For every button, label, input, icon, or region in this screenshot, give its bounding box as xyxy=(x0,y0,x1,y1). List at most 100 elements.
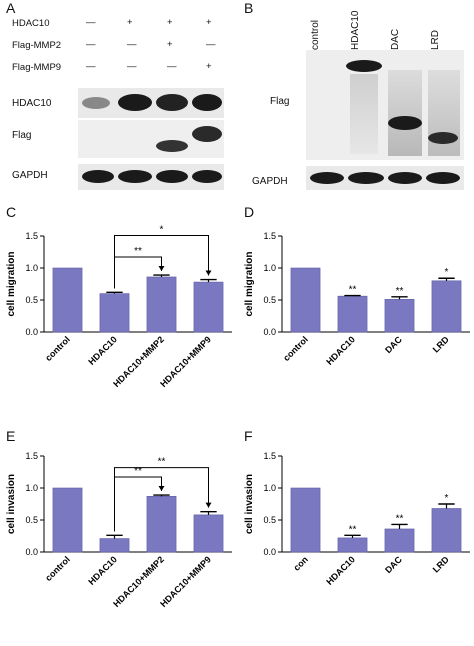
chart-d: 0.0 0.5 1.0 1.5 cell migration control ** HDAC1… xyxy=(244,231,470,367)
category-label: HDAC10 xyxy=(324,334,357,367)
significance-bracket xyxy=(114,235,209,289)
mark: + xyxy=(167,39,173,50)
significance-label: ** xyxy=(396,513,404,524)
band xyxy=(310,172,344,184)
smear xyxy=(350,74,378,154)
category-label: control xyxy=(43,554,72,583)
bar xyxy=(384,528,415,553)
band xyxy=(156,94,188,111)
chart-f: 0.0 0.5 1.0 1.5 cell invasion con ** HDAC10 ** DA… xyxy=(244,451,470,587)
blot-gapdh xyxy=(78,164,224,190)
y-tick-label: 1.5 xyxy=(25,451,38,461)
mark: + xyxy=(127,17,133,28)
mark: — xyxy=(167,61,177,72)
significance-bracket xyxy=(114,467,209,532)
lane-label-dac: DAC xyxy=(390,28,401,50)
blot-gapdh-b xyxy=(306,166,464,190)
bar xyxy=(290,267,321,333)
panel-letter-b: B xyxy=(244,0,254,16)
significance-label: ** xyxy=(349,524,357,535)
mark: + xyxy=(206,17,212,28)
bar xyxy=(52,267,83,333)
category-label: LRD xyxy=(431,554,452,575)
bracket-arrow xyxy=(205,502,212,508)
category-label: DAC xyxy=(383,334,404,355)
blot-flag-b xyxy=(306,50,464,160)
band xyxy=(192,94,222,111)
bar xyxy=(146,276,177,333)
blot-label-hdac10: HDAC10 xyxy=(12,98,52,109)
significance-label: ** xyxy=(396,286,404,297)
mark: — xyxy=(86,39,96,50)
bar xyxy=(146,496,177,553)
y-tick-label: 0.0 xyxy=(25,547,38,557)
mark: — xyxy=(206,39,216,50)
blot-flag xyxy=(78,120,224,158)
y-tick-label: 0.0 xyxy=(25,327,38,337)
bracket-label: ** xyxy=(134,466,142,477)
bar xyxy=(193,281,224,333)
category-label: HDAC10+MMP9 xyxy=(158,334,213,389)
row-label-hdac10: HDAC10 xyxy=(12,18,50,29)
lane-label-hdac10: HDAC10 xyxy=(350,10,361,50)
y-tick-label: 0.5 xyxy=(263,295,276,305)
significance-label: * xyxy=(445,267,449,278)
bar xyxy=(337,537,368,553)
y-tick-label: 1.0 xyxy=(263,483,276,493)
y-axis-label: cell migration xyxy=(244,251,255,316)
mark: — xyxy=(86,17,96,28)
y-tick-label: 1.0 xyxy=(25,483,38,493)
band xyxy=(348,172,384,184)
bar xyxy=(99,293,130,333)
bar xyxy=(431,280,462,333)
significance-label: ** xyxy=(349,285,357,296)
category-label: HDAC10+MMP9 xyxy=(158,554,213,609)
category-label: con xyxy=(292,554,310,572)
bar xyxy=(384,299,415,333)
mark: + xyxy=(206,61,212,72)
bracket-label: ** xyxy=(134,246,142,257)
y-tick-label: 1.5 xyxy=(263,231,276,241)
bracket-label: ** xyxy=(158,457,166,468)
y-tick-label: 0.5 xyxy=(25,515,38,525)
panel-letter-f: F xyxy=(244,428,253,444)
y-tick-label: 0.0 xyxy=(263,547,276,557)
lane-label-control: control xyxy=(310,19,321,50)
smear xyxy=(388,70,422,156)
category-label: HDAC10 xyxy=(86,334,119,367)
blot-label-flag: Flag xyxy=(270,96,290,107)
category-label: control xyxy=(281,334,310,363)
category-label: HDAC10+MMP2 xyxy=(111,554,166,609)
band xyxy=(156,170,188,183)
bracket-arrow xyxy=(158,486,165,492)
blot-label-gapdh: GAPDH xyxy=(12,170,48,181)
panel-letter-a: A xyxy=(6,0,16,16)
band xyxy=(118,170,152,183)
bar xyxy=(337,295,368,333)
bar xyxy=(99,538,130,553)
bar xyxy=(52,487,83,553)
bar xyxy=(290,487,321,553)
panel-letter-c: C xyxy=(6,204,17,220)
category-label: HDAC10 xyxy=(86,554,119,587)
bar xyxy=(193,514,224,553)
band xyxy=(156,140,188,152)
row-label-flag-mmp9: Flag-MMP9 xyxy=(12,62,62,73)
band xyxy=(388,172,422,184)
band xyxy=(388,116,422,130)
band xyxy=(82,170,114,183)
category-label: control xyxy=(43,334,72,363)
significance-label: * xyxy=(445,493,449,504)
band xyxy=(82,97,110,109)
y-tick-label: 0.0 xyxy=(263,327,276,337)
row-label-flag-mmp2: Flag-MMP2 xyxy=(12,40,62,51)
category-label: LRD xyxy=(431,334,452,355)
band xyxy=(192,170,222,183)
y-tick-label: 0.5 xyxy=(263,515,276,525)
band xyxy=(118,94,152,111)
mark: — xyxy=(127,61,137,72)
band xyxy=(428,132,458,144)
category-label: HDAC10 xyxy=(324,554,357,587)
